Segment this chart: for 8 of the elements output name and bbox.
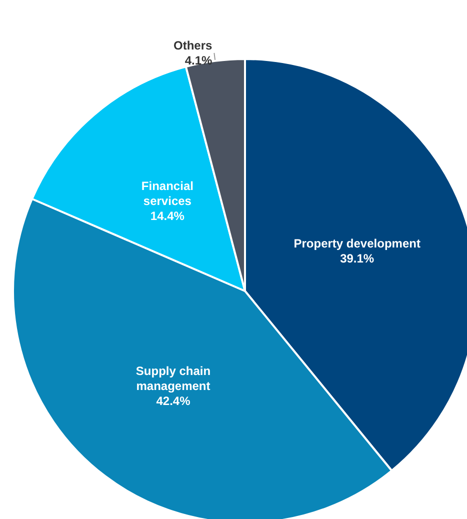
data-label: 14.4% [150, 208, 185, 223]
slice-label: Others [173, 38, 212, 52]
data-label: 42.4% [156, 394, 191, 408]
data-label: 39.1% [340, 252, 374, 266]
slice-label: Supply chain management [136, 364, 211, 393]
data-label: 4.1% [184, 53, 212, 68]
slice-label: Financial services [141, 178, 194, 208]
slice-label: Property development [294, 236, 420, 251]
